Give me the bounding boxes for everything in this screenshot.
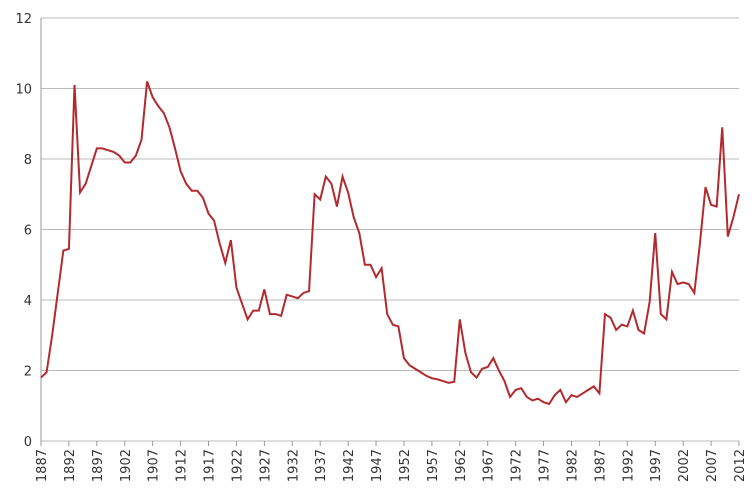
x-tick-label: 2002 <box>677 449 692 482</box>
x-tick-label: 1887 <box>35 449 50 482</box>
x-tick-label: 1927 <box>258 449 273 482</box>
x-tick-label: 1957 <box>426 449 441 482</box>
x-tick-label: 1977 <box>538 449 553 482</box>
x-tick-label: 1992 <box>621 449 636 482</box>
x-tick-label: 1897 <box>91 449 106 482</box>
x-tick-label: 1972 <box>510 449 525 482</box>
y-tick-label: 0 <box>24 435 32 450</box>
x-tick-label: 1917 <box>203 449 218 482</box>
x-tick-label: 1952 <box>398 449 413 482</box>
x-tick-label: 2007 <box>705 449 720 482</box>
x-tick-label: 1912 <box>175 449 190 482</box>
x-tick-label: 1982 <box>565 449 580 482</box>
y-tick-label: 6 <box>24 224 32 239</box>
x-tick-label: 1902 <box>119 449 134 482</box>
y-tick-label: 8 <box>24 153 32 168</box>
line-series <box>40 81 740 406</box>
x-tick-label: 1937 <box>314 449 329 482</box>
x-tick-label: 1997 <box>649 449 664 482</box>
x-tick-label: 1932 <box>286 449 301 482</box>
x-tick-label: 1892 <box>63 449 78 482</box>
x-tick-label: 1967 <box>482 449 497 482</box>
y-tick-label: 12 <box>15 12 32 27</box>
y-tick-label: 4 <box>24 294 32 309</box>
x-tick-label: 1947 <box>370 449 385 482</box>
y-tick-label: 2 <box>24 365 32 380</box>
x-tick-label: 1962 <box>454 449 469 482</box>
x-tick-label: 1907 <box>147 449 162 482</box>
x-tick-label: 1987 <box>593 449 608 482</box>
x-tick-label: 2012 <box>733 449 748 482</box>
y-tick-label: 10 <box>15 83 32 98</box>
x-tick-label: 1922 <box>230 449 245 482</box>
x-tick-label: 1942 <box>342 449 357 482</box>
